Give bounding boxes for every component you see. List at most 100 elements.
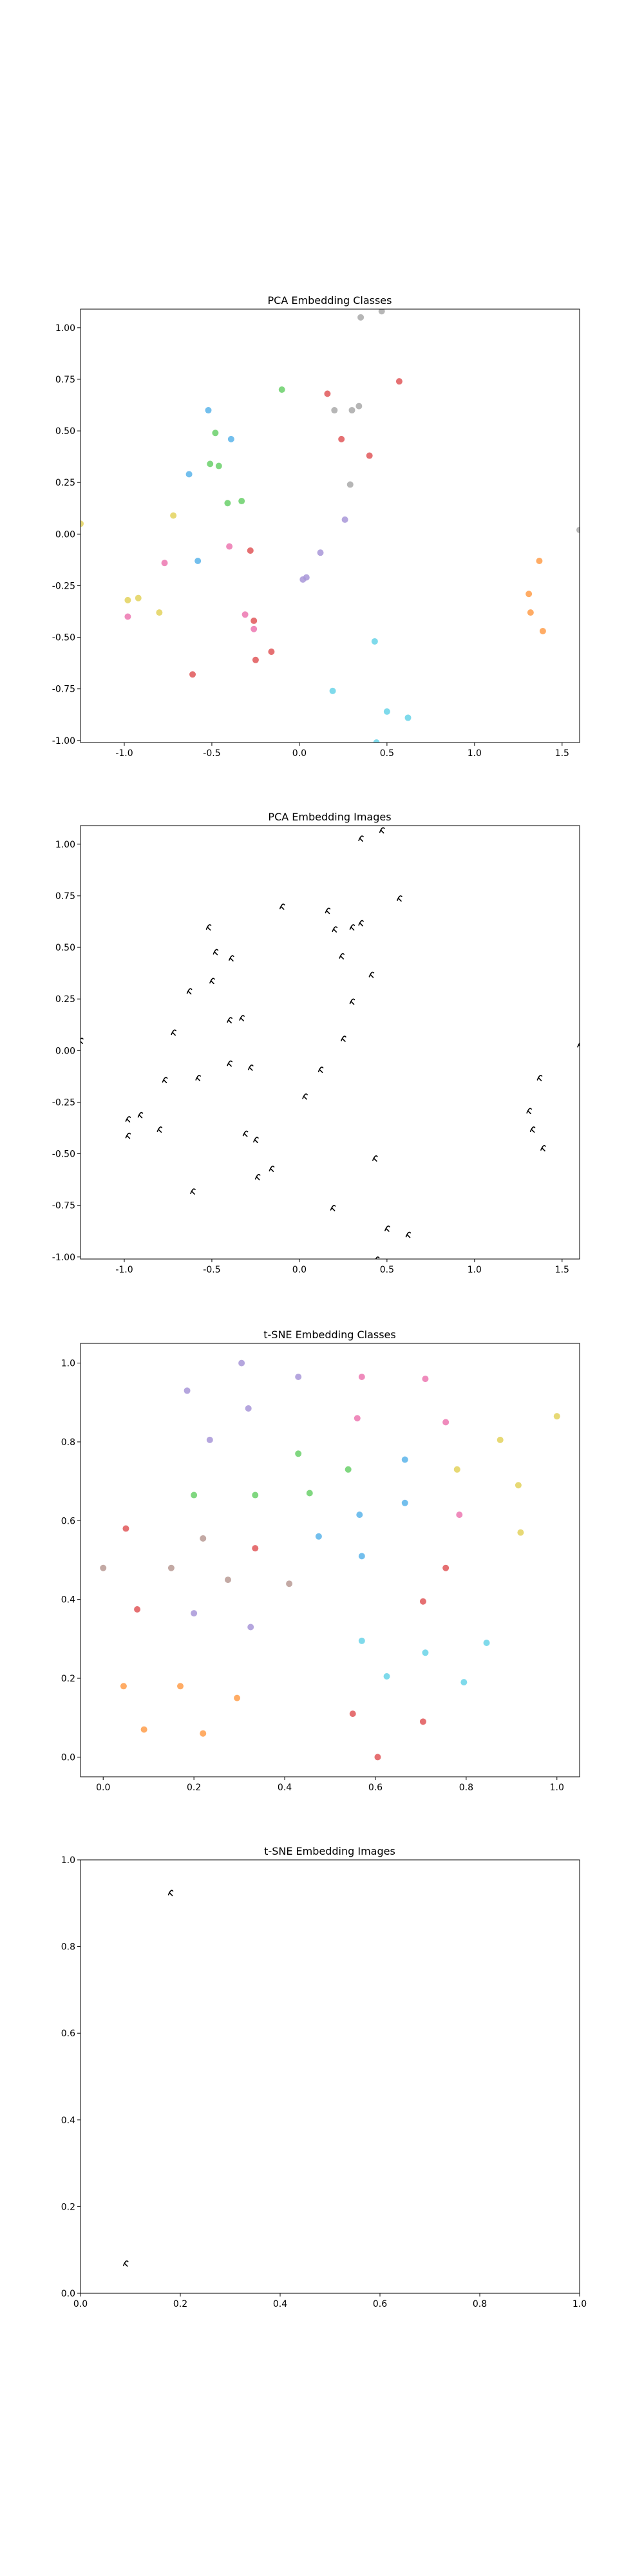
x-tick-label: 0.8 xyxy=(459,1783,473,1793)
scatter-point xyxy=(539,627,546,634)
scatter-point xyxy=(401,1499,408,1506)
scatter-point xyxy=(140,1726,147,1733)
scatter-point xyxy=(167,1564,175,1571)
scatter-point xyxy=(527,609,534,616)
image-thumbnail-point xyxy=(137,1112,144,1119)
y-tick-label: 0.75 xyxy=(55,375,75,385)
x-tick-label: -1.0 xyxy=(115,1265,133,1275)
scatter-point xyxy=(238,1359,245,1367)
y-tick-label: -0.25 xyxy=(52,1097,75,1108)
axes-frame xyxy=(80,1343,580,1777)
image-thumbnail-point xyxy=(526,1108,532,1115)
pca-images-panel: PCA Embedding Images -1.0 -0.5 0.0 0.5 1.0 1.… xyxy=(52,811,580,1275)
scatter-point xyxy=(483,1639,490,1646)
x-tick-label: 0.2 xyxy=(187,1783,201,1793)
x-tick-label: -0.5 xyxy=(203,1265,220,1275)
image-thumbnail-point xyxy=(205,924,212,931)
y-tick-label: 0.00 xyxy=(55,529,75,540)
x-tick-label: 0.0 xyxy=(96,1783,110,1793)
scatter-point xyxy=(120,1683,127,1690)
y-tick-label: 0.25 xyxy=(55,478,75,488)
image-thumbnail-point xyxy=(358,920,364,927)
plot-area xyxy=(80,827,580,1259)
scatter-point xyxy=(317,549,324,556)
axis-ticks: -1.0 -0.5 0.0 0.5 1.0 1.5 -1.00 -0.75 -0.50 -0.25… xyxy=(52,323,569,759)
scatter-point xyxy=(207,460,214,468)
image-thumbnail-point xyxy=(171,1029,176,1036)
image-thumbnail-point xyxy=(227,1060,232,1067)
plot-area xyxy=(80,309,580,743)
image-thumbnail-point xyxy=(349,998,355,1005)
scatter-point xyxy=(278,386,285,393)
x-tick-label: 0.2 xyxy=(173,2299,187,2309)
scatter-point xyxy=(536,557,543,564)
image-thumbnail-point xyxy=(540,1145,546,1151)
y-tick-label: 0.00 xyxy=(55,1046,75,1056)
scatter-point xyxy=(215,462,222,469)
scatter-point xyxy=(80,520,84,527)
scatter-point xyxy=(247,547,254,554)
scatter-point xyxy=(349,1710,356,1718)
y-tick-label: 0.6 xyxy=(61,1516,75,1526)
plot-area xyxy=(122,1889,174,2267)
scatter-point xyxy=(460,1679,468,1686)
y-tick-label: 0.75 xyxy=(55,891,75,902)
image-thumbnail-point xyxy=(162,1077,168,1083)
scatter-point xyxy=(324,390,331,397)
scatter-point xyxy=(341,516,348,523)
panel-title: t-SNE Embedding Classes xyxy=(263,1329,395,1341)
scatter-point xyxy=(295,1374,302,1381)
scatter-point xyxy=(191,1492,198,1499)
scatter-point xyxy=(205,407,212,414)
image-thumbnail-point xyxy=(254,1173,261,1180)
image-thumbnail-point xyxy=(125,1132,131,1139)
scatter-point xyxy=(286,1580,293,1587)
image-thumbnail-point xyxy=(375,1256,380,1259)
y-tick-label: 1.00 xyxy=(55,323,75,334)
scatter-point xyxy=(517,1529,524,1536)
scatter-point xyxy=(356,1511,363,1519)
tsne-images-panel: t-SNE Embedding Images 0.0 0.2 0.4 0.6 0.8 1.… xyxy=(61,1845,587,2309)
y-tick-label: -1.00 xyxy=(52,736,75,746)
scatter-point xyxy=(242,611,249,618)
image-thumbnail-point xyxy=(341,1036,346,1042)
axis-ticks: -1.0 -0.5 0.0 0.5 1.0 1.5 -1.00 -0.75 -0.50 -0.25… xyxy=(52,840,569,1275)
y-tick-label: -0.50 xyxy=(52,633,75,643)
scatter-point xyxy=(227,435,234,442)
image-thumbnail-point xyxy=(186,988,193,995)
scatter-point xyxy=(348,407,355,414)
y-tick-label: 0.50 xyxy=(55,943,75,953)
y-tick-label: 1.00 xyxy=(55,840,75,850)
image-thumbnail-point xyxy=(213,949,219,956)
axes-frame xyxy=(80,1859,580,2294)
x-tick-label: 1.5 xyxy=(555,1265,569,1275)
y-tick-label: 1.0 xyxy=(61,1359,75,1369)
y-tick-label: 0.4 xyxy=(61,1595,75,1605)
scatter-point xyxy=(358,1374,365,1381)
scatter-point xyxy=(338,435,345,442)
plot-area xyxy=(100,1359,560,1761)
panel-title: t-SNE Embedding Images xyxy=(264,1845,395,1857)
x-tick-label: 0.4 xyxy=(273,2299,287,2309)
y-tick-label: 0.0 xyxy=(61,1752,75,1763)
scatter-point xyxy=(226,543,233,550)
tsne-classes-panel: t-SNE Embedding Classes 0.0 0.2 0.4 0.6 0.8 1… xyxy=(61,1329,580,1793)
image-thumbnail-point xyxy=(358,835,364,842)
axis-ticks: 0.0 0.2 0.4 0.6 0.8 1.0 0.0 0.2 0.4 0.6 0.8 1.0 xyxy=(61,1855,587,2309)
y-tick-label: 0.8 xyxy=(61,1942,75,1953)
scatter-point xyxy=(194,557,202,564)
image-thumbnail-point xyxy=(253,1137,259,1143)
scatter-point xyxy=(185,471,193,478)
y-tick-label: -0.75 xyxy=(52,685,75,695)
y-tick-label: -0.25 xyxy=(52,581,75,591)
scatter-point xyxy=(224,1577,231,1584)
scatter-point xyxy=(251,625,258,632)
scatter-point xyxy=(156,609,163,616)
scatter-point xyxy=(306,1490,313,1497)
scatter-point xyxy=(371,638,378,645)
image-thumbnail-point xyxy=(239,1015,245,1021)
image-thumbnail-point xyxy=(330,1204,336,1211)
pca-classes-panel: PCA Embedding Classes -1.0 -0.5 0.0 0.5 1.0 1… xyxy=(52,294,580,759)
scatter-point xyxy=(252,1545,259,1552)
